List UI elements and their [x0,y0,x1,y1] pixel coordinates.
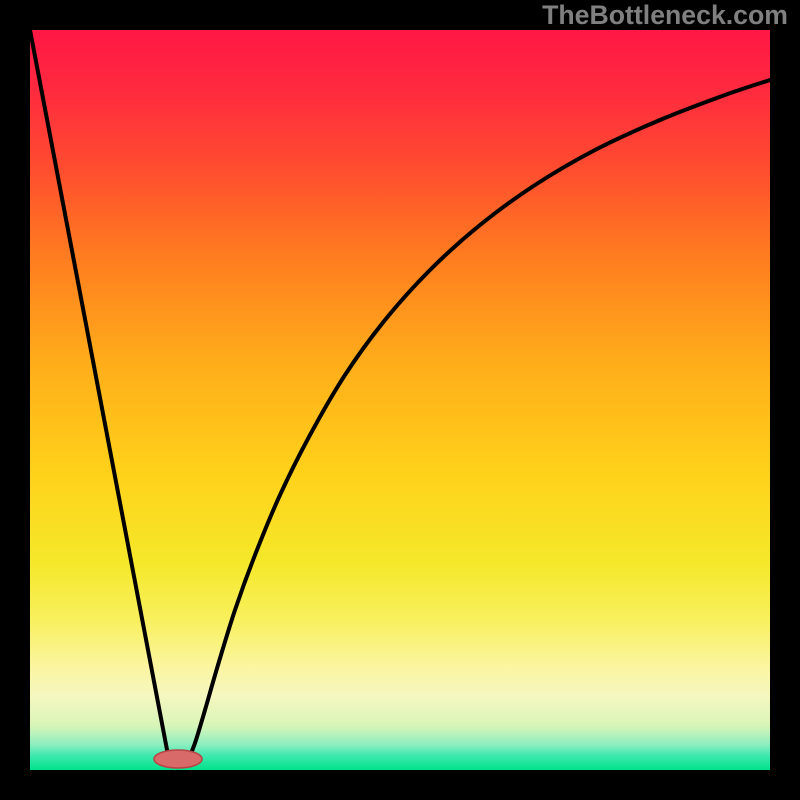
watermark-text: TheBottleneck.com [542,0,788,31]
bottleneck-chart [0,0,800,800]
chart-gradient-background [30,30,770,770]
chart-container: TheBottleneck.com [0,0,800,800]
optimal-point-marker [154,750,202,768]
